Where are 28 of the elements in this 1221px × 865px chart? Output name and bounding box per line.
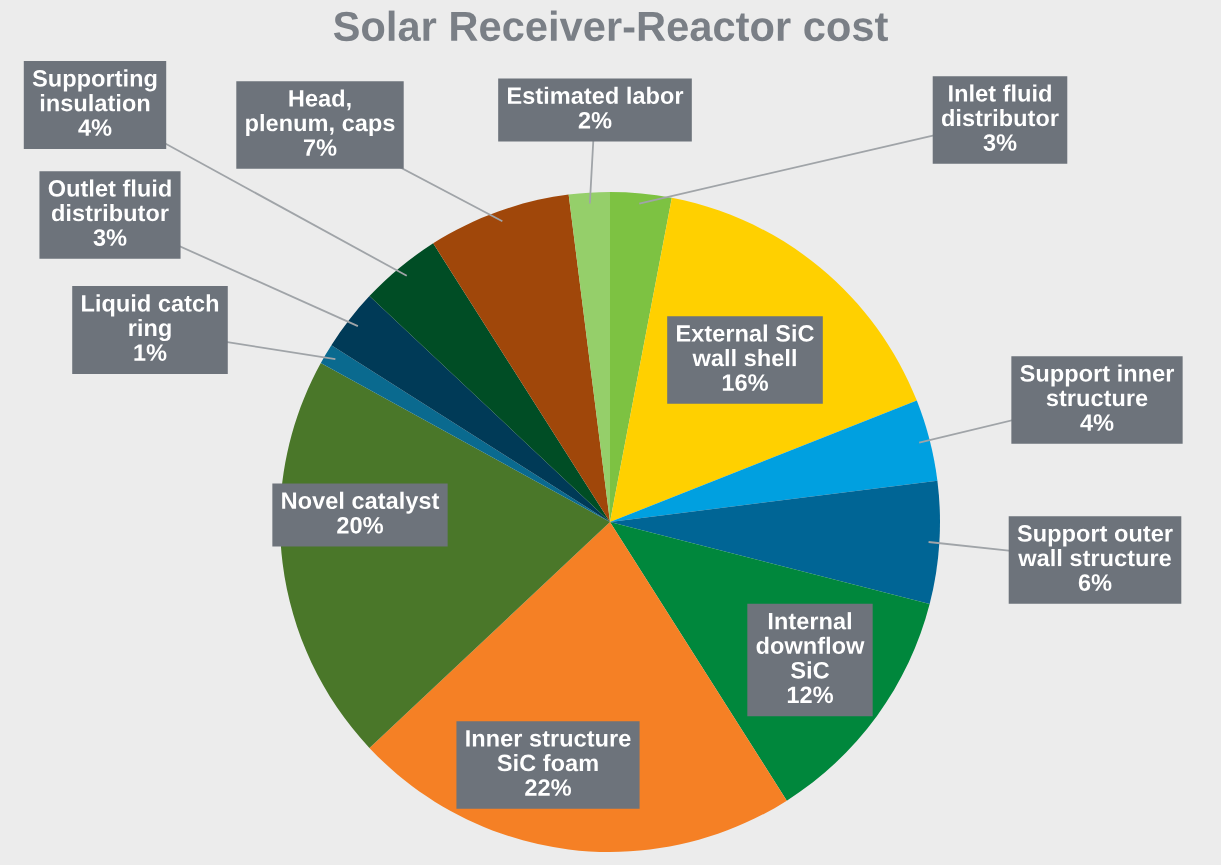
slice-label: Liquid catch ring <box>82 294 219 342</box>
slice-label: Head, plenum, caps <box>246 89 395 137</box>
slice-label: Supporting insulation <box>32 69 157 112</box>
slice-label: Outlet fluid distributor <box>48 179 171 222</box>
slice-label: Support inner structure <box>1020 364 1175 407</box>
pie-slice <box>610 480 940 605</box>
data-label: 2% <box>578 111 612 129</box>
data-label: 20% <box>337 516 384 534</box>
data-label: 3% <box>93 229 127 246</box>
slice-label: Support outer wall structure <box>1017 525 1173 567</box>
pie-slice <box>610 400 938 522</box>
chart-title: Solar Receiver-Reactor cost <box>333 10 888 42</box>
data-label: 7% <box>303 139 337 156</box>
slice-label: External SiC wall shell <box>677 324 814 367</box>
data-label: 1% <box>134 344 167 361</box>
data-label: 4% <box>78 119 112 136</box>
data-label: 12% <box>787 686 834 704</box>
slice-label: Inner structure SiC foam <box>466 730 631 772</box>
slice-label: Estimated labor <box>508 86 684 105</box>
pie-slice <box>610 192 672 522</box>
slice-label: Inlet fluid distributor <box>941 84 1059 127</box>
slice-label: Internal downflow SiC <box>756 612 865 679</box>
data-label: 6% <box>1078 574 1112 591</box>
data-label: 4% <box>1080 414 1114 431</box>
slice-label: Novel catalyst <box>282 491 440 514</box>
data-label: 3% <box>983 134 1017 151</box>
data-label: 22% <box>525 779 572 796</box>
data-label: 16% <box>722 374 769 391</box>
